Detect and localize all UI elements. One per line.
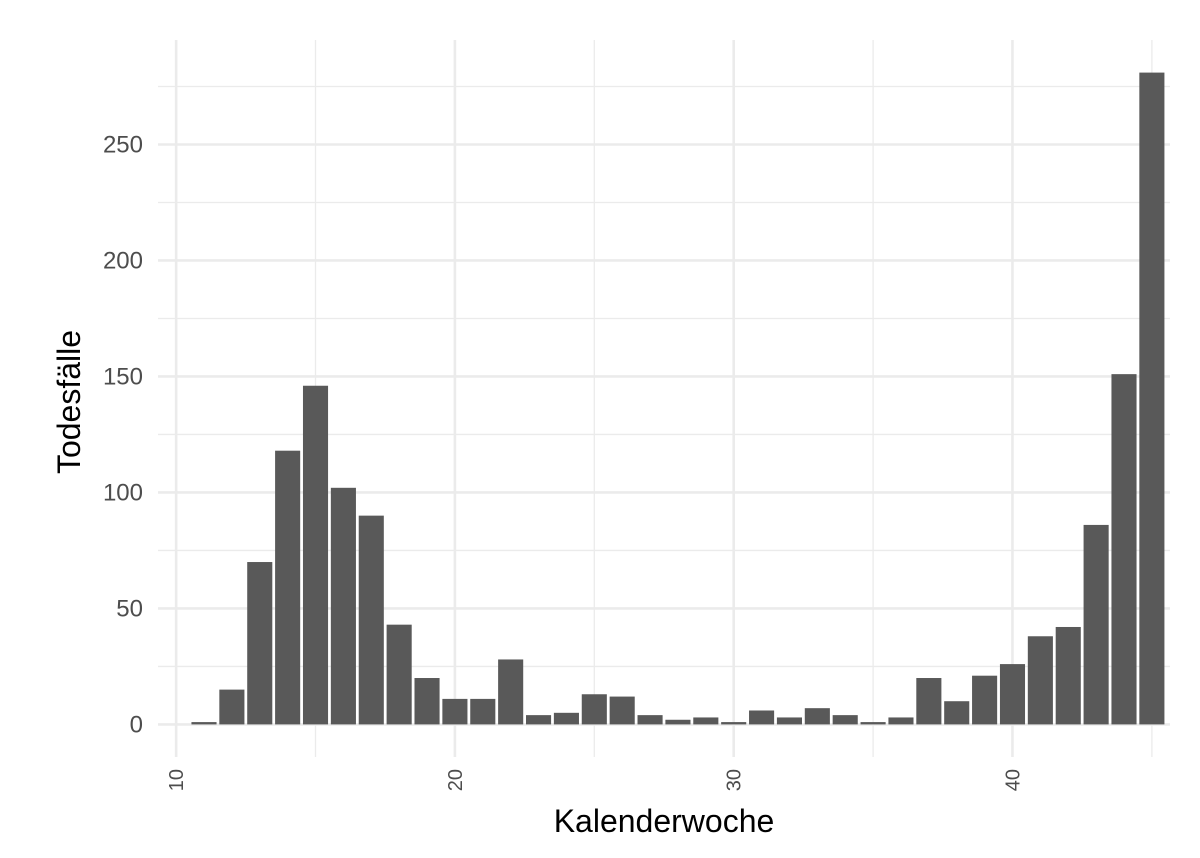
- bar: [609, 696, 635, 725]
- bar: [916, 678, 942, 725]
- y-tick-label: 50: [116, 595, 143, 622]
- bar: [832, 715, 858, 725]
- bar: [1055, 626, 1081, 725]
- bar: [386, 624, 412, 725]
- bar: [358, 515, 384, 725]
- bar: [219, 689, 245, 725]
- y-tick-label: 250: [103, 131, 143, 158]
- x-tick-label: 40: [1002, 769, 1024, 791]
- y-tick-label: 150: [103, 363, 143, 390]
- bar: [749, 710, 775, 725]
- bar: [999, 664, 1026, 725]
- bar: [693, 717, 719, 725]
- bar: [776, 717, 802, 725]
- bar: [860, 722, 886, 725]
- bar: [972, 675, 998, 725]
- bar: [526, 715, 552, 725]
- bar: [804, 708, 830, 725]
- x-axis-tick-labels: 10 20 30 40: [166, 769, 1024, 791]
- bar: [1139, 72, 1165, 725]
- x-tick-label: 30: [724, 769, 746, 791]
- y-tick-label: 100: [103, 479, 143, 506]
- bar: [191, 722, 217, 725]
- bar: [330, 487, 356, 725]
- bar: [302, 385, 329, 725]
- bar: [1083, 524, 1109, 725]
- bar: [414, 678, 440, 725]
- bar: [470, 698, 496, 725]
- bar: [721, 722, 747, 725]
- bar: [944, 701, 970, 725]
- x-tick-label: 20: [445, 769, 467, 791]
- x-tick-label: 10: [166, 769, 188, 791]
- y-tick-label: 0: [130, 711, 143, 738]
- bar: [553, 712, 579, 725]
- bar: [665, 719, 691, 725]
- y-axis-title: Todesfälle: [51, 330, 87, 474]
- bar: [1111, 374, 1137, 725]
- bars: [191, 72, 1165, 725]
- bar: [1027, 636, 1053, 725]
- y-axis-tick-labels: 0 50 100 150 200 250: [103, 131, 143, 738]
- bar: [442, 698, 468, 725]
- y-tick-label: 200: [103, 247, 143, 274]
- x-axis-title: Kalenderwoche: [554, 803, 775, 839]
- bar: [888, 717, 914, 725]
- bar: [275, 450, 301, 725]
- bar: [581, 694, 607, 725]
- bar: [247, 562, 273, 725]
- bar: [637, 715, 663, 725]
- major-gridlines: [158, 40, 1170, 757]
- bar: [498, 659, 524, 725]
